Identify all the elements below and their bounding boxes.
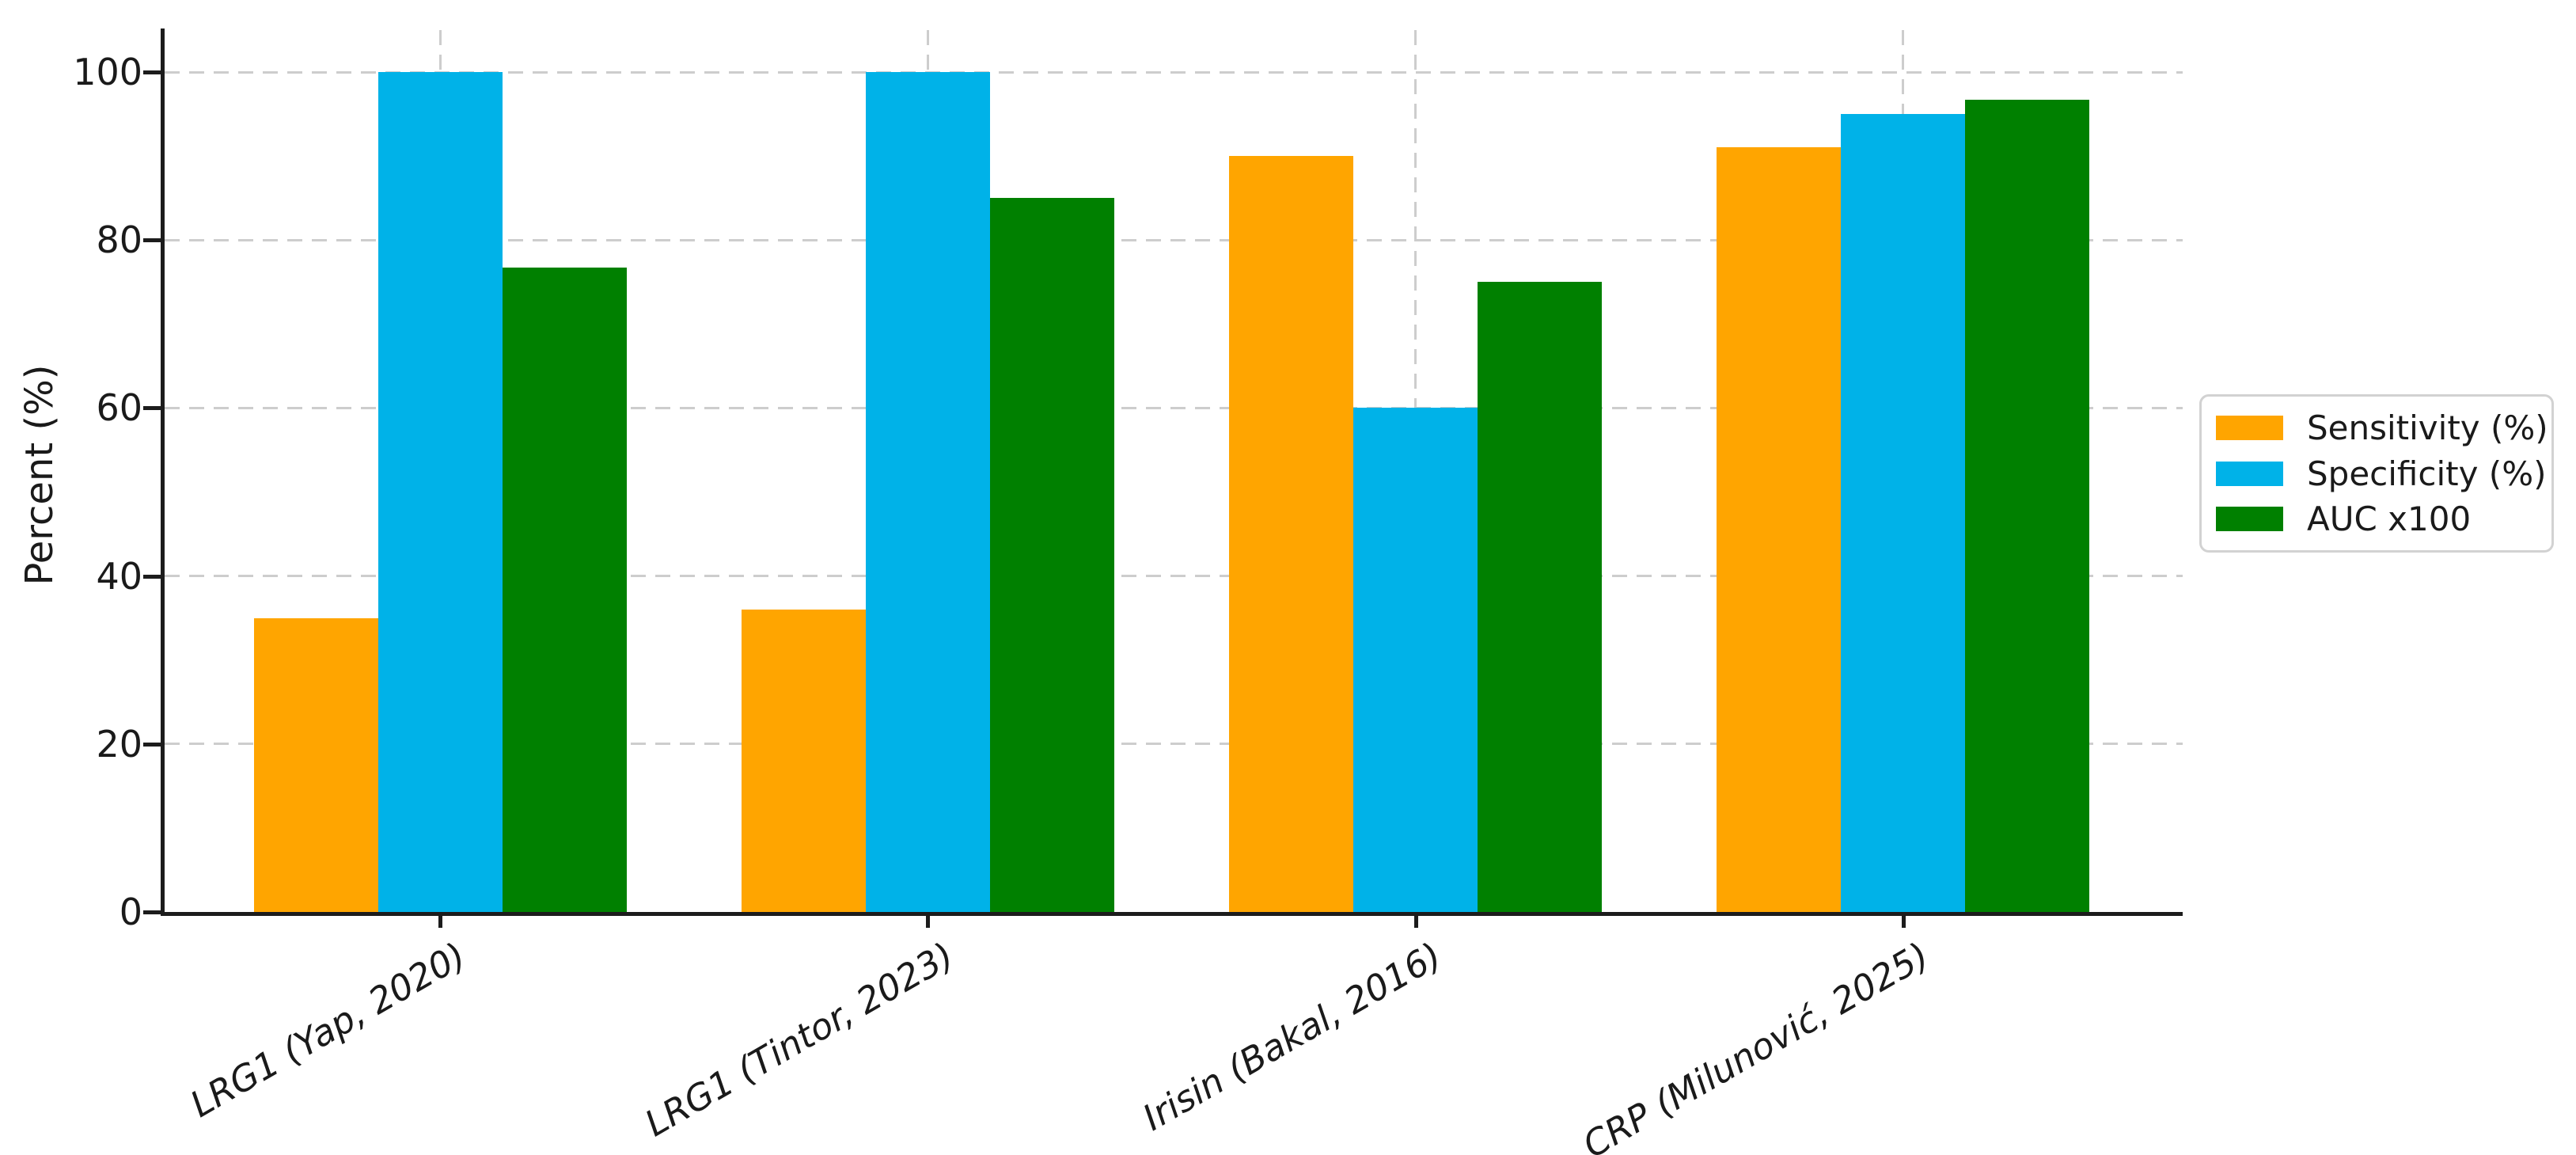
y-tick-label: 100 <box>73 51 142 93</box>
bar-specificity <box>1353 408 1478 912</box>
y-tick-mark <box>143 238 161 243</box>
x-tick-mark <box>926 916 931 928</box>
gridline-horizontal <box>165 70 2183 74</box>
legend-swatch-auc <box>2216 507 2283 532</box>
bar-auc-x100 <box>1965 100 2090 912</box>
gridline-horizontal <box>165 743 2183 746</box>
y-tick-label: 60 <box>96 386 142 430</box>
x-tick-mark <box>438 916 442 928</box>
legend: Sensitivity (%) Specificity (%) AUC x100 <box>2199 394 2554 553</box>
y-tick-mark <box>143 70 161 74</box>
x-tick-mark <box>1901 916 1906 928</box>
y-tick-mark <box>143 742 161 747</box>
legend-row: AUC x100 <box>2216 500 2537 538</box>
legend-swatch-sensitivity <box>2216 415 2283 440</box>
bar-sensitivity <box>741 610 866 912</box>
bar-auc-x100 <box>1478 282 1603 912</box>
legend-label-specificity: Specificity (%) <box>2307 454 2547 493</box>
bar-auc-x100 <box>989 198 1114 912</box>
x-axis-spine <box>161 912 2183 916</box>
y-axis-spine <box>161 28 165 916</box>
bar-specificity <box>1841 114 1966 912</box>
bar-sensitivity <box>1229 156 1354 912</box>
x-category-label: LRG1 (Yap, 2020) <box>183 934 473 1126</box>
bar-sensitivity <box>1717 147 1842 912</box>
legend-label-sensitivity: Sensitivity (%) <box>2307 408 2548 447</box>
y-tick-mark <box>143 574 161 579</box>
bar-specificity <box>865 72 990 912</box>
x-category-label: Irisin (Bakal, 2016) <box>1135 934 1449 1139</box>
gridline-horizontal <box>165 406 2183 409</box>
legend-swatch-specificity <box>2216 461 2283 486</box>
x-category-label: CRP (Milunović, 2025) <box>1576 934 1937 1155</box>
y-tick-label: 40 <box>96 554 142 598</box>
y-tick-mark <box>143 910 161 914</box>
x-category-label: LRG1 (Tintor, 2023) <box>637 934 961 1146</box>
legend-label-auc: AUC x100 <box>2307 500 2472 539</box>
x-tick-mark <box>1413 916 1418 928</box>
bar-sensitivity <box>253 617 378 912</box>
legend-row: Specificity (%) <box>2216 454 2547 493</box>
bar-specificity <box>377 72 503 912</box>
legend-row: Sensitivity (%) <box>2216 408 2548 447</box>
y-tick-label: 0 <box>119 891 142 933</box>
gridline-horizontal <box>165 238 2183 241</box>
y-tick-label: 20 <box>96 722 142 766</box>
y-tick-mark <box>143 406 161 411</box>
bar-auc-x100 <box>502 268 627 912</box>
y-tick-label: 80 <box>96 218 142 262</box>
gridline-horizontal <box>165 575 2183 578</box>
